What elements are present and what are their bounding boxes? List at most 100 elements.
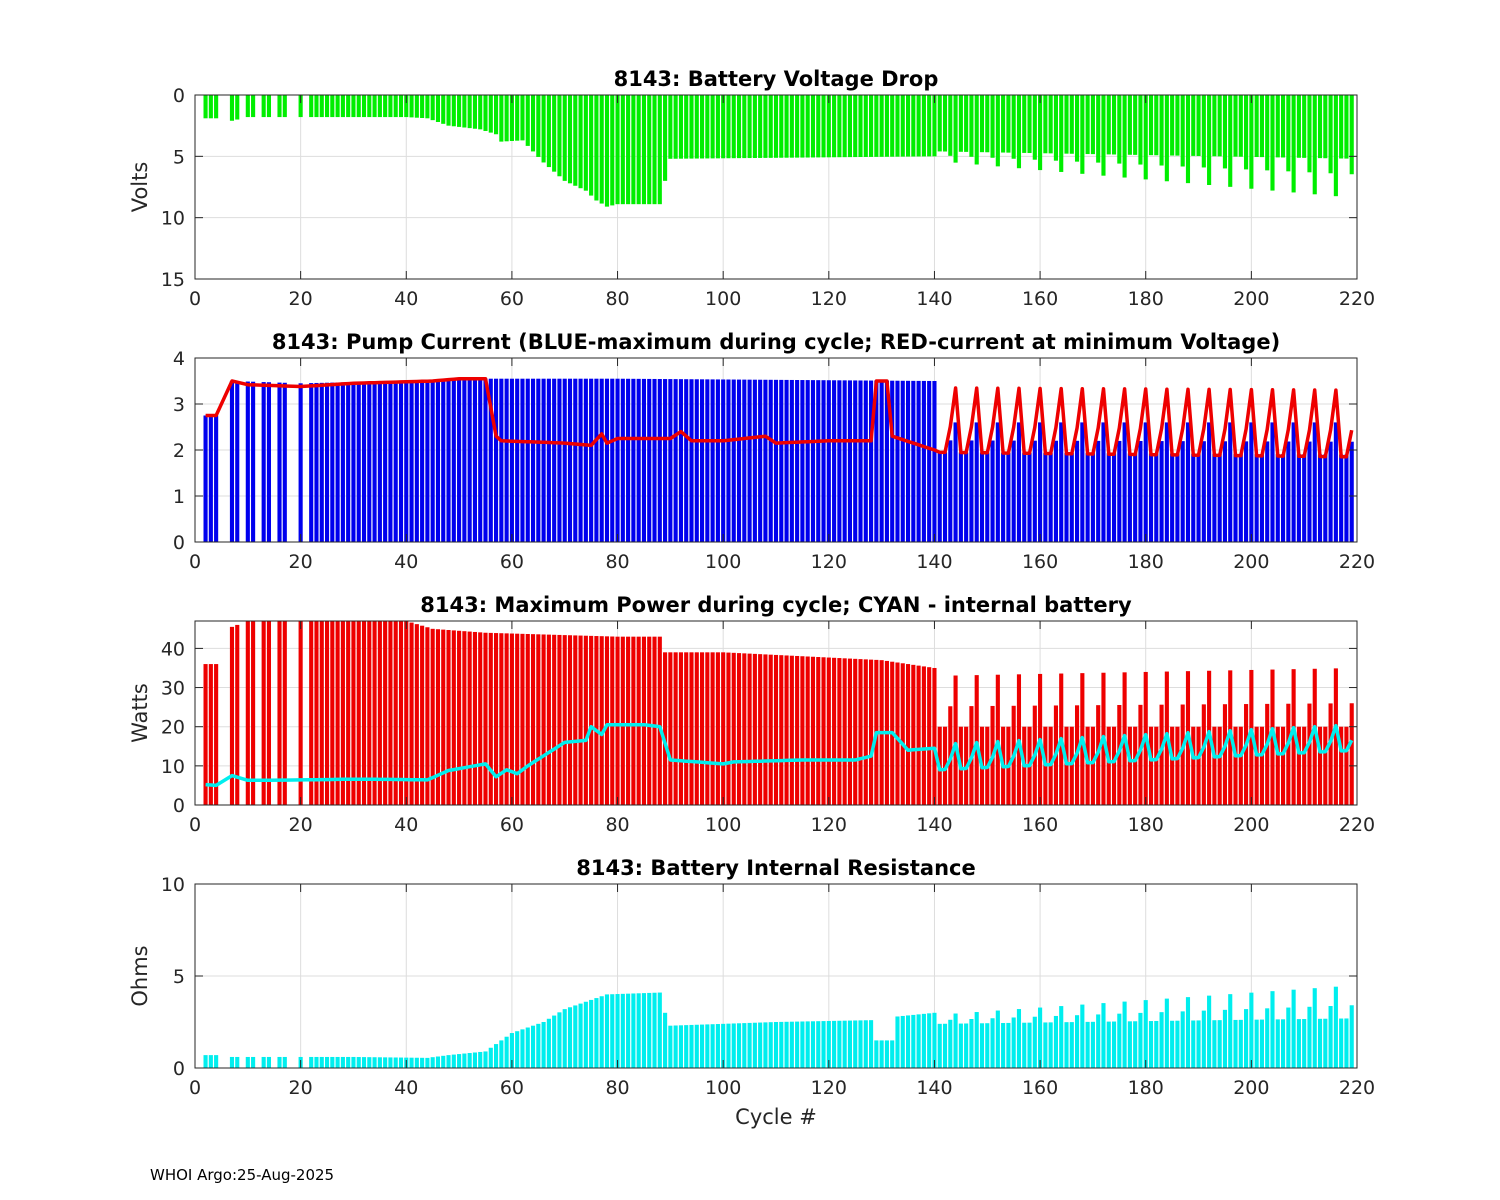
bar-cycle-212 bbox=[1312, 95, 1317, 195]
bar-cycle-191 bbox=[1201, 95, 1206, 168]
bar-cycle-219 bbox=[1349, 441, 1354, 542]
bar-cycle-104 bbox=[742, 379, 747, 542]
bar-cycle-167 bbox=[1075, 1015, 1080, 1068]
bar-cycle-217 bbox=[1339, 95, 1344, 159]
x-tick-label: 100 bbox=[705, 814, 741, 836]
bar-cycle-183 bbox=[1159, 441, 1164, 542]
chart-title: 8143: Battery Internal Resistance bbox=[576, 856, 976, 880]
bar-cycle-107 bbox=[758, 1022, 763, 1068]
bar-cycle-111 bbox=[779, 1021, 784, 1068]
series-line-cyan bbox=[205, 722, 1354, 788]
bar-cycle-22 bbox=[309, 621, 314, 805]
chart-title: 8143: Maximum Power during cycle; CYAN -… bbox=[420, 593, 1132, 617]
bar-cycle-38 bbox=[393, 1057, 398, 1068]
x-tick-label: 80 bbox=[605, 1077, 629, 1099]
bar-cycle-31 bbox=[356, 1057, 361, 1068]
bar-cycle-79 bbox=[610, 378, 615, 542]
bar-cycle-38 bbox=[393, 95, 398, 118]
bar-cycle-182 bbox=[1154, 726, 1159, 805]
bar-cycle-129 bbox=[874, 1040, 879, 1068]
bar-cycle-46 bbox=[435, 380, 441, 542]
x-tick-label: 160 bbox=[1022, 551, 1058, 573]
bar-cycle-26 bbox=[330, 382, 335, 542]
bar-cycle-180 bbox=[1143, 1000, 1148, 1068]
bar-cycle-146 bbox=[964, 95, 969, 152]
bar-cycle-211 bbox=[1307, 1006, 1312, 1068]
bar-cycle-165 bbox=[1064, 452, 1069, 542]
bar-cycle-32 bbox=[361, 1057, 367, 1068]
bar-cycle-104 bbox=[742, 95, 747, 159]
x-tick-label: 140 bbox=[916, 551, 952, 573]
bar-cycle-189 bbox=[1191, 453, 1196, 542]
bar-cycle-10 bbox=[245, 381, 250, 542]
y-tick-label: 4 bbox=[173, 348, 185, 370]
bar-cycle-26 bbox=[330, 621, 335, 805]
x-tick-label: 60 bbox=[500, 814, 524, 836]
bar-cycle-167 bbox=[1075, 95, 1080, 162]
bar-cycle-178 bbox=[1133, 1021, 1138, 1068]
bar-cycle-218 bbox=[1344, 95, 1349, 159]
bar-cycle-112 bbox=[784, 379, 789, 542]
bar-cycle-20 bbox=[298, 95, 303, 118]
bar-cycle-174 bbox=[1111, 1021, 1117, 1068]
bar-cycle-66 bbox=[541, 95, 546, 163]
bar-cycle-72 bbox=[573, 378, 578, 542]
bar-cycle-47 bbox=[441, 1055, 446, 1068]
bar-cycle-110 bbox=[773, 654, 779, 805]
bar-cycle-13 bbox=[261, 382, 266, 542]
bar-cycle-205 bbox=[1275, 454, 1280, 542]
bar-cycle-146 bbox=[964, 1023, 969, 1068]
bar-cycle-73 bbox=[578, 1003, 583, 1068]
bar-cycle-25 bbox=[324, 1056, 330, 1068]
bar-cycle-24 bbox=[319, 95, 324, 118]
bar-cycle-93 bbox=[684, 95, 689, 159]
bar-cycle-92 bbox=[678, 95, 683, 159]
y-tick-label: 0 bbox=[173, 85, 185, 107]
bar-cycle-118 bbox=[816, 1021, 821, 1068]
bar-cycle-45 bbox=[430, 380, 435, 542]
bar-cycle-206 bbox=[1280, 95, 1286, 158]
bar-cycle-71 bbox=[567, 95, 573, 184]
y-tick-label: 5 bbox=[173, 966, 185, 988]
bar-cycle-47 bbox=[441, 95, 446, 124]
x-tick-label: 200 bbox=[1233, 814, 1269, 836]
bar-cycle-65 bbox=[536, 634, 541, 805]
bar-cycle-169 bbox=[1085, 1021, 1090, 1068]
bar-cycle-203 bbox=[1265, 441, 1270, 542]
bar-cycle-37 bbox=[388, 621, 393, 805]
bar-cycle-136 bbox=[911, 1014, 916, 1068]
series-line-red bbox=[205, 376, 1354, 459]
bar-cycle-171 bbox=[1096, 440, 1101, 542]
bar-cycle-101 bbox=[726, 1023, 731, 1068]
bar-cycle-52 bbox=[467, 1053, 472, 1068]
bar-cycle-98 bbox=[710, 652, 715, 805]
bar-cycle-86 bbox=[647, 636, 652, 805]
bar-cycle-178 bbox=[1133, 95, 1138, 155]
bar-cycle-75 bbox=[589, 378, 594, 542]
bar-cycle-185 bbox=[1170, 95, 1175, 156]
bar-cycle-108 bbox=[763, 654, 768, 805]
bar-cycle-51 bbox=[462, 631, 467, 805]
bar-cycle-139 bbox=[927, 1013, 932, 1068]
x-tick-label: 120 bbox=[811, 814, 847, 836]
bar-cycle-214 bbox=[1323, 1018, 1328, 1068]
bar-cycle-34 bbox=[372, 1057, 377, 1068]
bar-cycle-182 bbox=[1154, 1020, 1159, 1068]
bar-cycle-43 bbox=[420, 625, 425, 805]
bar-cycle-194 bbox=[1217, 453, 1222, 542]
bar-cycle-68 bbox=[552, 1015, 557, 1068]
bar-cycle-199 bbox=[1244, 441, 1249, 542]
bar-cycle-53 bbox=[472, 631, 477, 805]
bar-cycle-138 bbox=[921, 666, 926, 805]
bar-cycle-71 bbox=[567, 1007, 573, 1068]
bar-cycle-185 bbox=[1170, 1020, 1175, 1068]
bar-cycle-25 bbox=[324, 382, 330, 542]
x-tick-label: 200 bbox=[1233, 1077, 1269, 1099]
bar-cycle-179 bbox=[1138, 704, 1143, 805]
bar-cycle-206 bbox=[1280, 454, 1286, 542]
bar-cycle-104 bbox=[742, 653, 747, 805]
bar-cycle-105 bbox=[747, 379, 752, 542]
bar-cycle-151 bbox=[990, 95, 995, 158]
bar-cycle-200 bbox=[1249, 992, 1254, 1068]
bar-cycle-205 bbox=[1275, 1019, 1280, 1068]
